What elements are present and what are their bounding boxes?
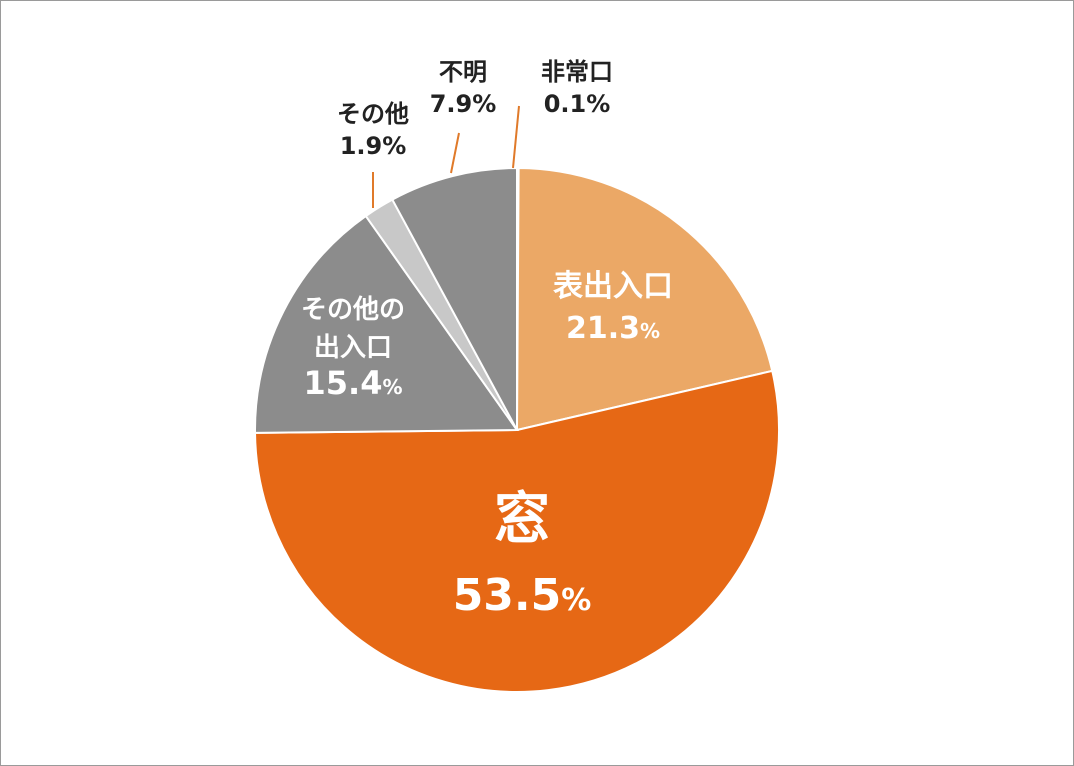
slice-label-3-line-1: 出入口 [314,333,392,363]
pie-slice-3 [254,214,519,434]
pie-slices [254,166,780,693]
slice-value-4: 1.9% [340,132,407,160]
slice-label-2: 窓 [494,487,550,552]
leader-lines [372,105,520,208]
pie-slice-1 [515,167,774,432]
pie-slice-5 [390,166,518,431]
pie-slice-2 [254,369,780,693]
leader-line-5 [450,132,460,174]
slice-label-5: 不明 [439,58,487,86]
leader-line-0 [512,105,520,169]
slice-label-3-line-0: その他の [301,295,405,325]
slice-label-1: 表出入口 [553,269,673,304]
slice-value-5: 7.9% [430,90,497,118]
slice-value-0: 0.1% [544,90,611,118]
slice-labels: 非常口0.1%表出入口21.3%窓53.5%その他の出入口15.4%その他1.9… [301,58,673,621]
slice-label-0: 非常口 [541,58,613,86]
slice-label-4: その他 [337,100,409,128]
